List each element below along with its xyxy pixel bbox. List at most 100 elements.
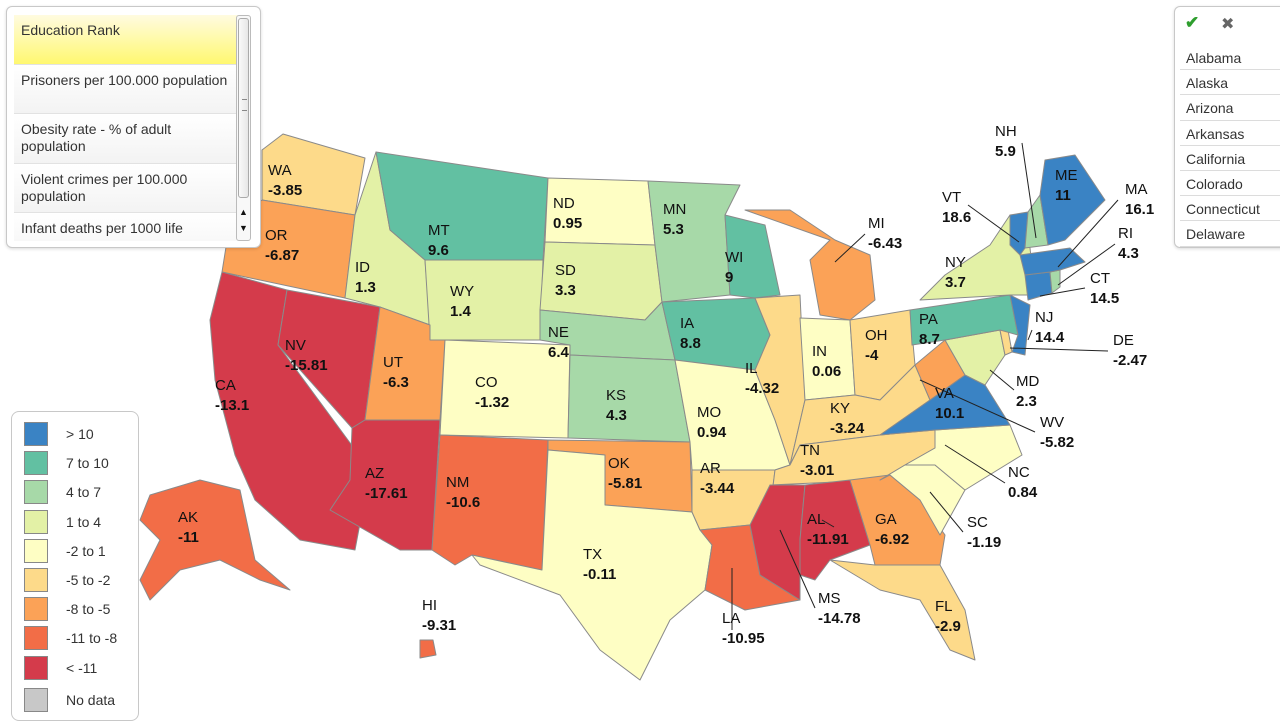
metric-item[interactable]: Education Rank — [14, 15, 242, 65]
state-ri[interactable] — [1049, 269, 1061, 294]
state-me[interactable] — [1039, 154, 1106, 246]
state-abbr-label: WI — [725, 249, 743, 266]
state-abbr-label: MA — [1125, 181, 1148, 198]
metric-scrollbar[interactable]: ▲ ▼ — [236, 15, 251, 241]
state-value-label: -4.32 — [745, 380, 779, 397]
leader-line — [1057, 243, 1116, 286]
state-abbr-label: RI — [1118, 225, 1133, 242]
state-hi[interactable] — [419, 639, 437, 659]
state-value-label: 1.3 — [355, 279, 376, 296]
metric-selector-panel: Education Rank Prisoners per 100.000 popu… — [6, 6, 261, 248]
state-abbr-label: ND — [553, 195, 575, 212]
metric-item[interactable]: Prisoners per 100.000 population — [14, 64, 242, 114]
state-abbr-label: NC — [1008, 464, 1030, 481]
metric-item[interactable]: Infant deaths per 1000 life — [14, 213, 242, 241]
state-nc[interactable] — [904, 424, 1023, 491]
state-value-label: -6.92 — [875, 531, 909, 548]
state-list-item[interactable]: Colorado — [1180, 171, 1280, 197]
state-sd[interactable] — [539, 241, 663, 321]
legend-swatch — [24, 480, 48, 505]
legend-swatch — [24, 688, 48, 712]
state-value-label: 9.6 — [428, 242, 449, 259]
state-vt[interactable] — [1009, 211, 1029, 256]
state-list-item[interactable]: Arkansas — [1180, 121, 1280, 146]
state-tx[interactable] — [471, 449, 713, 681]
legend-label: -11 to -8 — [66, 630, 118, 647]
leader-line — [944, 444, 1006, 484]
state-abbr-label: OH — [865, 327, 888, 344]
state-value-label: -4 — [865, 347, 879, 364]
legend-label: > 10 — [66, 426, 94, 442]
state-abbr-label: SC — [967, 514, 988, 531]
state-abbr-label: MS — [818, 590, 841, 607]
state-value-label: 8.7 — [919, 331, 940, 348]
state-abbr-label: WA — [268, 162, 292, 179]
state-value-label: -3.24 — [830, 420, 865, 437]
state-abbr-label: MN — [663, 201, 686, 218]
state-abbr-label: FL — [935, 598, 953, 615]
legend-label: < -11 — [66, 659, 98, 676]
state-abbr-label: NV — [285, 337, 306, 354]
state-fl[interactable] — [829, 559, 976, 661]
state-abbr-label: AZ — [365, 465, 384, 482]
close-icon[interactable]: ✖ — [1221, 16, 1235, 33]
legend-label: -2 to 1 — [66, 542, 106, 559]
state-list-item[interactable]: Delaware — [1180, 221, 1280, 247]
state-abbr-label: DE — [1113, 332, 1134, 349]
state-abbr-label: NJ — [1035, 309, 1053, 326]
state-abbr-label: OR — [265, 227, 288, 244]
metric-item[interactable]: Obesity rate - % of adult population — [14, 114, 242, 164]
state-list-item[interactable]: Alabama — [1180, 45, 1280, 71]
state-wi[interactable] — [724, 214, 781, 299]
state-ak[interactable] — [139, 479, 291, 601]
state-value-label: 14.5 — [1090, 290, 1119, 307]
state-value-label: 5.9 — [995, 143, 1016, 160]
state-value-label: -5.81 — [608, 475, 642, 492]
legend-swatch — [24, 568, 48, 592]
state-abbr-label: MI — [868, 215, 885, 232]
scroll-down-icon[interactable]: ▼ — [239, 223, 248, 233]
state-il[interactable] — [754, 294, 806, 466]
state-list-item[interactable]: Connecticut — [1180, 196, 1280, 222]
state-abbr-label: WV — [1040, 414, 1064, 431]
state-abbr-label: KS — [606, 387, 626, 404]
state-ct[interactable] — [1024, 271, 1053, 301]
state-mi[interactable] — [744, 209, 876, 321]
leader-line — [1009, 347, 1109, 352]
state-abbr-label: NY — [945, 254, 966, 271]
state-list-item[interactable]: Alaska — [1180, 70, 1280, 96]
state-list-item[interactable]: California — [1180, 146, 1280, 171]
state-abbr-label: MO — [697, 404, 721, 421]
state-abbr-label: ID — [355, 259, 370, 276]
state-abbr-label: AL — [807, 511, 825, 528]
legend-swatch — [24, 422, 48, 446]
state-value-label: -2.9 — [935, 618, 961, 635]
legend-label: No data — [66, 692, 116, 708]
state-nj[interactable] — [1009, 294, 1031, 356]
scrollbar-thumb[interactable] — [238, 18, 249, 198]
state-abbr-label: KY — [830, 400, 850, 417]
state-value-label: -10.6 — [446, 494, 480, 511]
state-abbr-label: NM — [446, 474, 469, 491]
leader-line — [779, 529, 816, 609]
state-value-label: 3.3 — [555, 282, 576, 299]
state-value-label: -15.81 — [285, 357, 328, 374]
state-wa[interactable] — [261, 133, 366, 216]
check-icon[interactable]: ✔ — [1185, 13, 1200, 32]
state-ks[interactable] — [567, 354, 691, 443]
legend-swatch — [24, 655, 48, 680]
state-in[interactable] — [799, 317, 856, 401]
state-value-label: -6.87 — [265, 247, 299, 264]
leader-line — [1057, 199, 1119, 268]
state-list-item[interactable]: Arizona — [1180, 95, 1280, 121]
state-value-label: -11 — [178, 529, 199, 546]
state-wy[interactable] — [424, 259, 544, 341]
state-abbr-label: WY — [450, 283, 474, 300]
state-az[interactable] — [329, 419, 441, 551]
metric-item[interactable]: Violent crimes per 100.000 population — [14, 163, 242, 213]
state-abbr-label: GA — [875, 511, 897, 528]
scroll-up-icon[interactable]: ▲ — [239, 207, 248, 217]
state-value-label: 2.3 — [1016, 393, 1037, 410]
state-value-label: 10.1 — [935, 405, 964, 422]
state-abbr-label: UT — [383, 354, 403, 371]
